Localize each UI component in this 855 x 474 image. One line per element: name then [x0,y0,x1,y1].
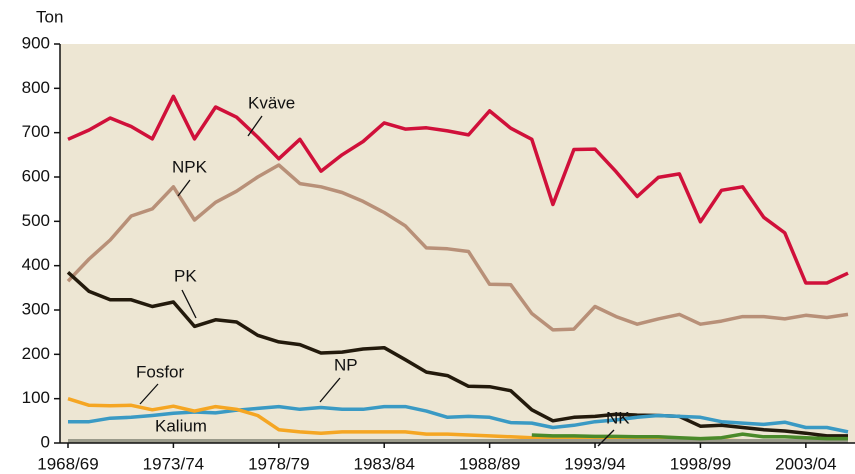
leader-line [181,289,197,319]
series-label: NPK [172,157,208,176]
series-label: NP [334,355,358,374]
leader-line [247,115,263,137]
series-label: NK [606,408,630,427]
x-tick-label: 1983/84 [353,454,414,473]
x-tick-label: 1973/74 [143,454,204,473]
y-tick-label: 900 [22,33,50,52]
leader-line [597,429,615,447]
x-tick-label: 1968/69 [37,454,98,473]
y-tick-label: 800 [22,78,50,97]
x-tick-label: 1978/79 [248,454,309,473]
leader-line [177,179,191,197]
series-line [66,163,849,332]
x-tick-label: 1998/99 [670,454,731,473]
y-axis-label: Ton [36,7,63,26]
series-label: Kalium [155,416,207,435]
y-tick-label: 100 [22,388,50,407]
leader-line [319,377,341,403]
y-tick-label: 200 [22,344,50,363]
x-tick-label: 1993/94 [564,454,625,473]
y-tick-label: 500 [22,211,50,230]
series-line [66,271,848,438]
x-tick-label: 1988/89 [459,454,520,473]
y-tick-label: 400 [22,255,50,274]
series-line [67,94,849,285]
x-tick-label: 2003/04 [775,454,836,473]
series-label: PK [174,266,197,285]
y-tick-label: 0 [41,432,50,451]
y-tick-label: 600 [22,166,50,185]
leader-line [139,383,159,405]
y-tick-label: 700 [22,122,50,141]
series-line [531,432,848,441]
y-tick-label: 300 [22,299,50,318]
series-line [68,404,849,434]
series-label: Kväve [248,93,295,112]
series-label: Fosfor [136,362,185,381]
plot-area [60,44,855,443]
